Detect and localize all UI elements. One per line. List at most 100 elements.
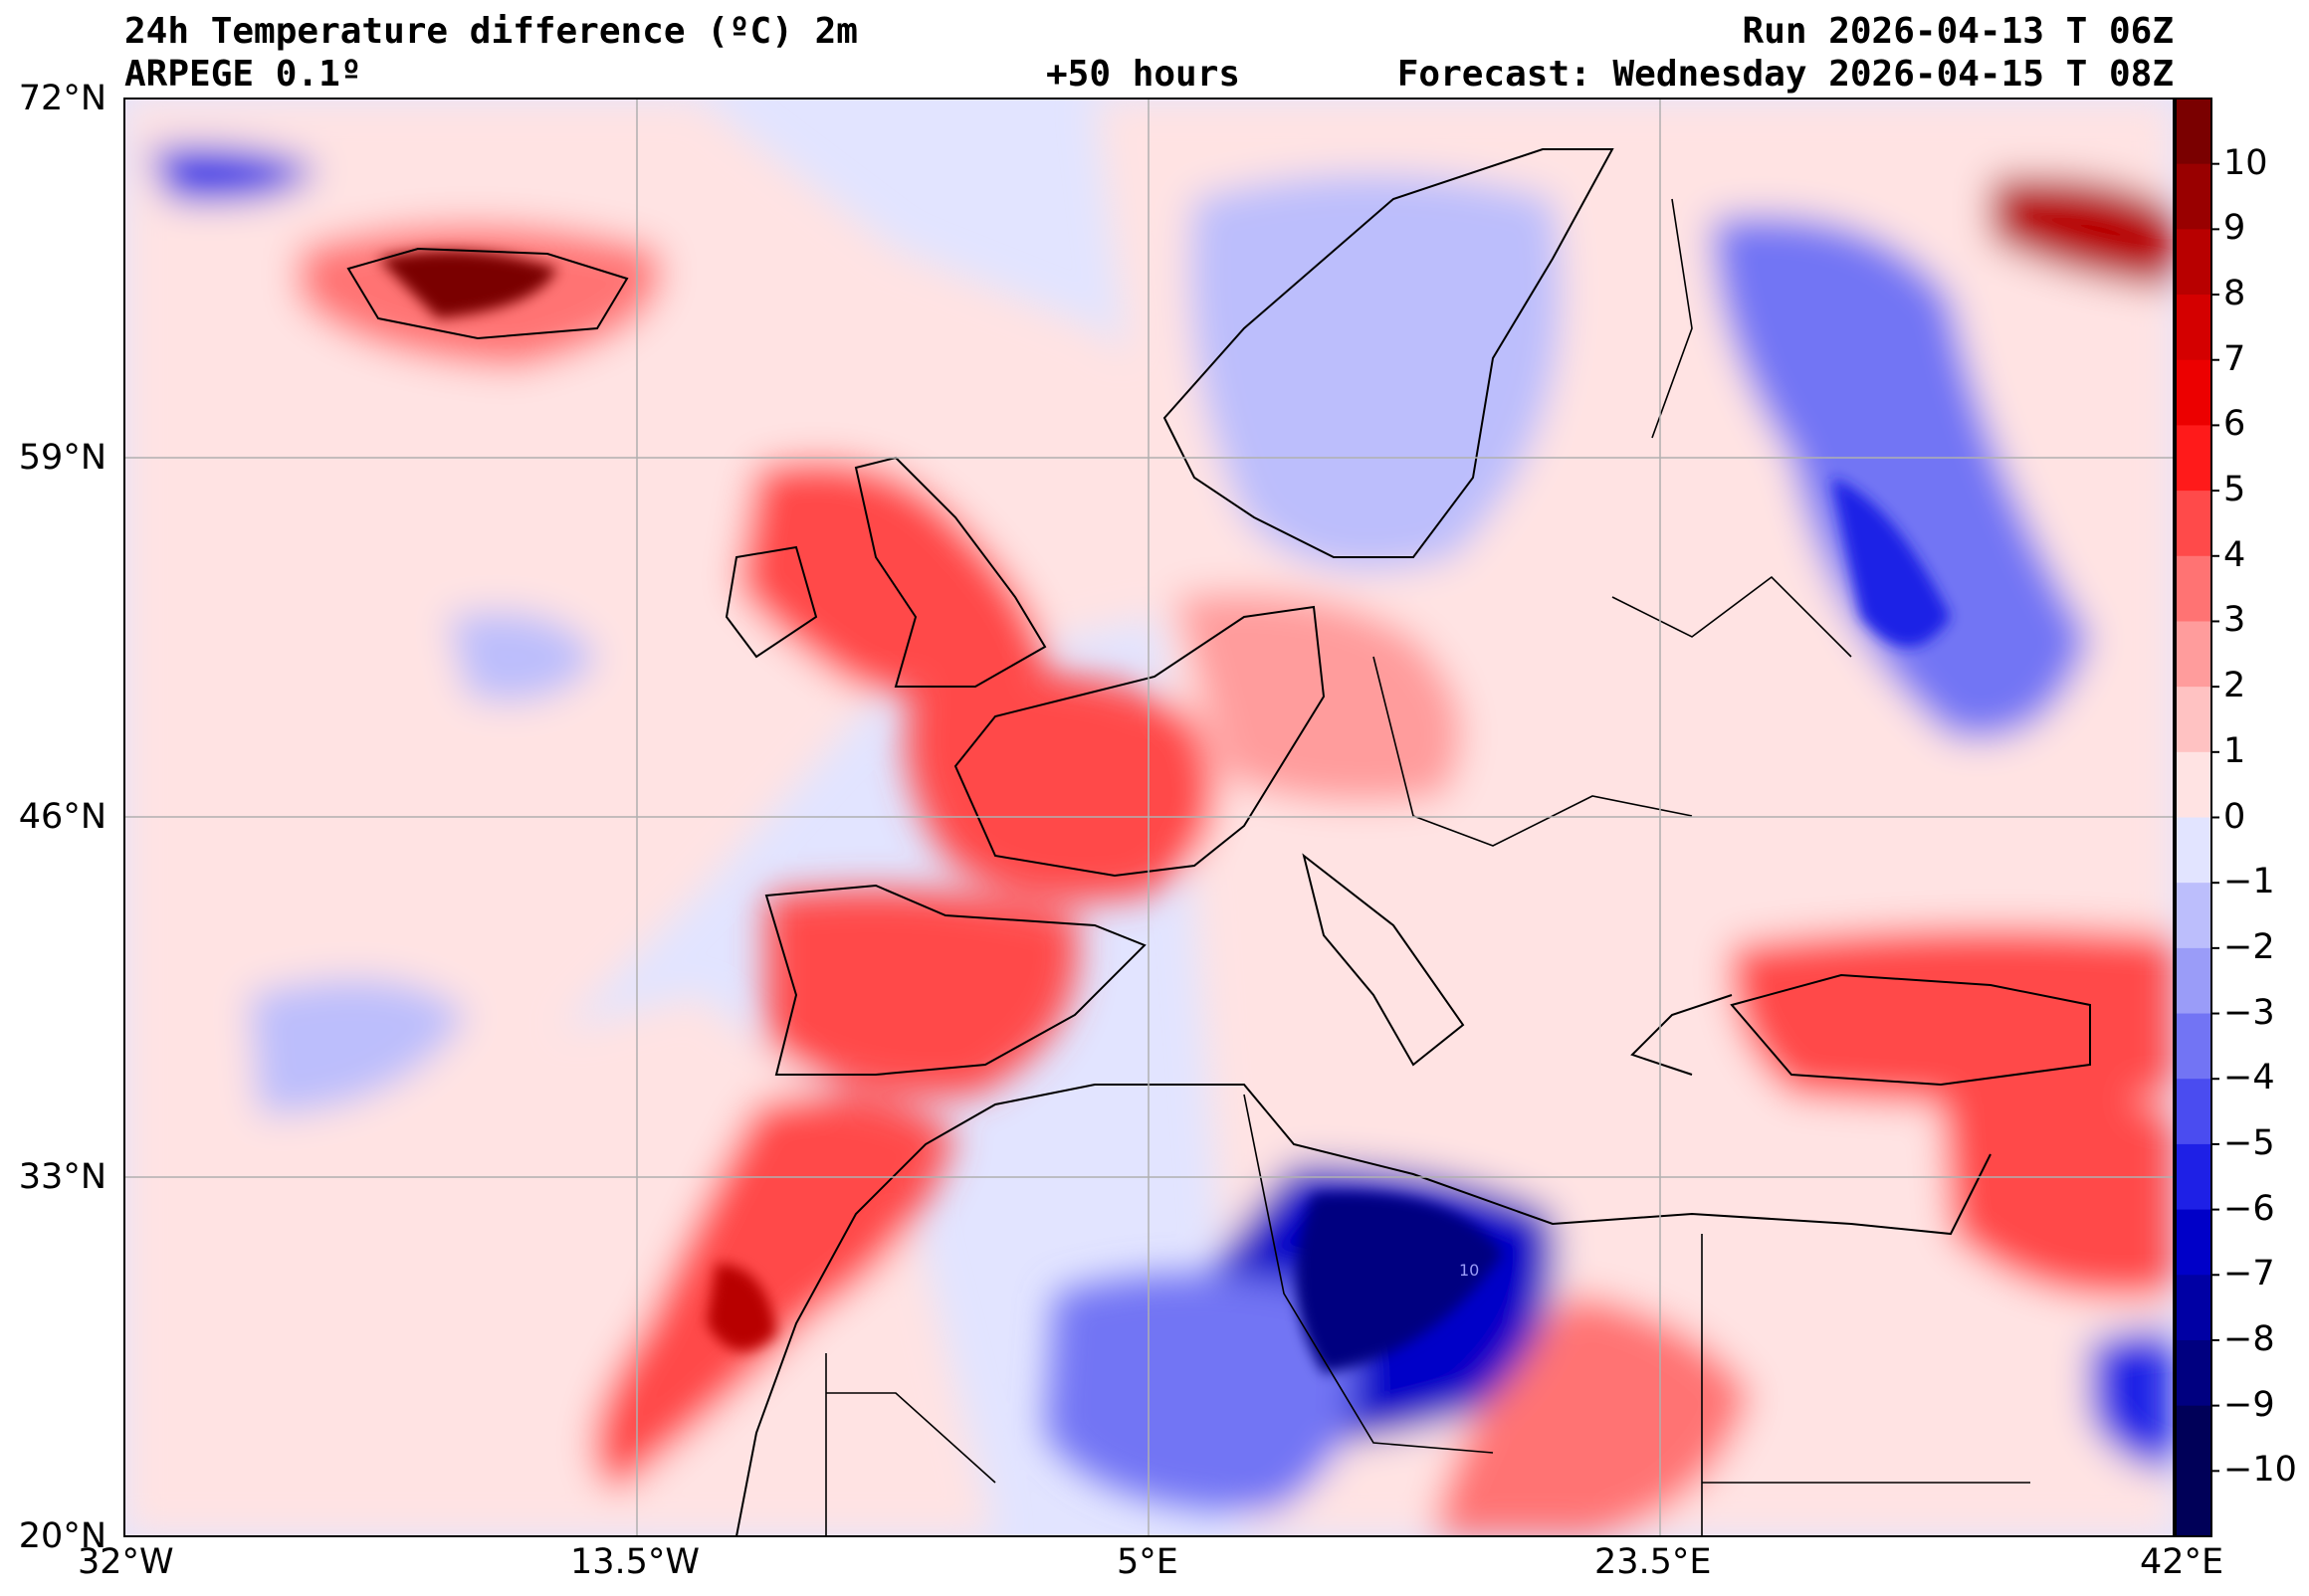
model-name: ARPEGE 0.1º bbox=[124, 54, 362, 95]
lon-tick-32w: 32°W bbox=[78, 1542, 174, 1582]
colorbar-bin bbox=[2176, 817, 2211, 884]
colorbar-label: 0 bbox=[2223, 796, 2246, 837]
colorbar-label: −8 bbox=[2223, 1318, 2275, 1359]
run-time: Run 2026-04-13 T 06Z bbox=[1742, 11, 2174, 52]
colorbar-label: 10 bbox=[2223, 142, 2268, 183]
colorbar-label: −2 bbox=[2223, 926, 2275, 967]
colorbar-bin bbox=[2176, 295, 2211, 361]
border-finland bbox=[1651, 198, 1693, 439]
colorbar-bin bbox=[2176, 555, 2211, 622]
colorbar-label: −3 bbox=[2223, 992, 2275, 1033]
colorbar-label: 9 bbox=[2223, 208, 2246, 249]
colorbar-label: −9 bbox=[2223, 1384, 2275, 1425]
gridlines bbox=[124, 99, 2174, 1536]
colorbar-bin bbox=[2176, 883, 2211, 949]
colorbar-bin bbox=[2176, 1013, 2211, 1080]
region-red-sea-arabia bbox=[2090, 1329, 2174, 1473]
border-algeria-libya bbox=[1243, 1094, 1494, 1454]
region-sahara-east bbox=[1433, 1294, 1752, 1536]
colorbar-bin bbox=[2176, 491, 2211, 557]
colorbar-bin bbox=[2176, 1471, 2211, 1537]
region-russia-core bbox=[1831, 478, 1951, 647]
border-central-europe bbox=[1372, 656, 1693, 847]
lat-tick-59n: 59°N bbox=[18, 438, 106, 478]
colorbar-label: −4 bbox=[2223, 1058, 2275, 1098]
border-algeria-mali bbox=[826, 1392, 996, 1484]
colorbar-label: −10 bbox=[2223, 1450, 2297, 1491]
colorbar-label: −7 bbox=[2223, 1254, 2275, 1295]
region-scandinavia bbox=[1189, 174, 1562, 571]
coast-north-africa bbox=[735, 1084, 1992, 1536]
region-france bbox=[906, 672, 1216, 900]
temperature-extremes bbox=[378, 251, 1951, 1373]
colorbar-label: 5 bbox=[2223, 470, 2246, 510]
lat-tick-20n: 20°N bbox=[18, 1516, 106, 1556]
map-area: 10 bbox=[124, 99, 2174, 1536]
map-title: 24h Temperature difference (ºC) 2m bbox=[124, 11, 858, 52]
colorbar-label: 2 bbox=[2223, 666, 2246, 706]
coast-ireland bbox=[725, 545, 818, 659]
region-british-isles bbox=[736, 459, 1046, 695]
colorbar-bin bbox=[2176, 621, 2211, 688]
colorbar-label: 3 bbox=[2223, 600, 2246, 641]
region-atlantic-cold-south bbox=[249, 979, 468, 1114]
coast-italy bbox=[1302, 853, 1465, 1067]
region-western-russia bbox=[1712, 215, 2090, 739]
colorbar-bin bbox=[2176, 99, 2211, 165]
colorbar-bin bbox=[2176, 947, 2211, 1015]
colorbar-bin bbox=[2176, 1405, 2211, 1472]
colorbar-label: 8 bbox=[2223, 274, 2246, 314]
forecast-time: Forecast: Wednesday 2026-04-15 T 08Z bbox=[1396, 54, 2174, 95]
contour-label: 10 bbox=[1459, 1261, 1479, 1280]
coast-france-lowcountries bbox=[953, 605, 1326, 878]
region-turkey bbox=[1730, 927, 2174, 1104]
warm-ocean-band bbox=[124, 99, 1244, 1194]
region-iceland-core bbox=[378, 251, 557, 318]
coast-aegean bbox=[1630, 994, 1733, 1076]
lat-tick-33n: 33°N bbox=[18, 1157, 106, 1197]
region-morocco-core bbox=[707, 1264, 776, 1351]
coast-iceland bbox=[346, 247, 629, 340]
region-central-europe bbox=[1174, 592, 1463, 803]
colorbar-bin bbox=[2176, 229, 2211, 296]
colorbar-bin bbox=[2176, 687, 2211, 753]
coast-scandinavia bbox=[1162, 148, 1614, 558]
colorbar-label: −5 bbox=[2223, 1122, 2275, 1163]
lead-time: +50 hours bbox=[1046, 54, 1241, 95]
region-arctic-russia bbox=[1991, 177, 2174, 289]
coast-great-britain bbox=[854, 456, 1047, 688]
region-libya-core bbox=[1296, 1192, 1503, 1373]
lon-tick-13.5w: 13.5°W bbox=[570, 1542, 701, 1582]
colorbar-label: 7 bbox=[2223, 338, 2246, 379]
map-frame bbox=[123, 98, 2175, 1537]
colorbar-bin bbox=[2176, 359, 2211, 426]
lon-tick-23.5e: 23.5°E bbox=[1594, 1542, 1712, 1582]
coast-turkey bbox=[1730, 973, 2091, 1087]
colorbar-bin bbox=[2176, 1339, 2211, 1407]
lon-tick-42e: 42°E bbox=[2140, 1542, 2224, 1582]
colorbar-label: −1 bbox=[2223, 862, 2275, 902]
colorbar-label: 6 bbox=[2223, 404, 2246, 445]
borders bbox=[825, 198, 2030, 1536]
colorbar-label: −6 bbox=[2223, 1188, 2275, 1229]
colorbar bbox=[2175, 98, 2219, 1537]
region-middle-east bbox=[1941, 1088, 2174, 1297]
region-algeria-south bbox=[1045, 1274, 1354, 1512]
lat-tick-46n: 46°N bbox=[18, 797, 106, 837]
coast-iberia bbox=[764, 884, 1147, 1076]
region-greenland-cold bbox=[149, 146, 318, 201]
coastlines bbox=[346, 148, 2091, 1536]
region-morocco bbox=[593, 1095, 955, 1493]
colorbar-bin bbox=[2176, 1143, 2211, 1211]
colorbar-bin bbox=[2176, 751, 2211, 818]
region-iberia bbox=[766, 889, 1078, 1097]
region-atlantic-cold bbox=[448, 612, 597, 701]
border-eastern-europe bbox=[1611, 575, 1852, 658]
lon-tick-5e: 5°E bbox=[1117, 1542, 1178, 1582]
colorbar-bin bbox=[2176, 163, 2211, 230]
colorbar-bin bbox=[2176, 1209, 2211, 1276]
colorbar-label: 1 bbox=[2223, 730, 2246, 771]
colorbar-bin bbox=[2176, 1079, 2211, 1145]
colorbar-bin bbox=[2176, 425, 2211, 492]
